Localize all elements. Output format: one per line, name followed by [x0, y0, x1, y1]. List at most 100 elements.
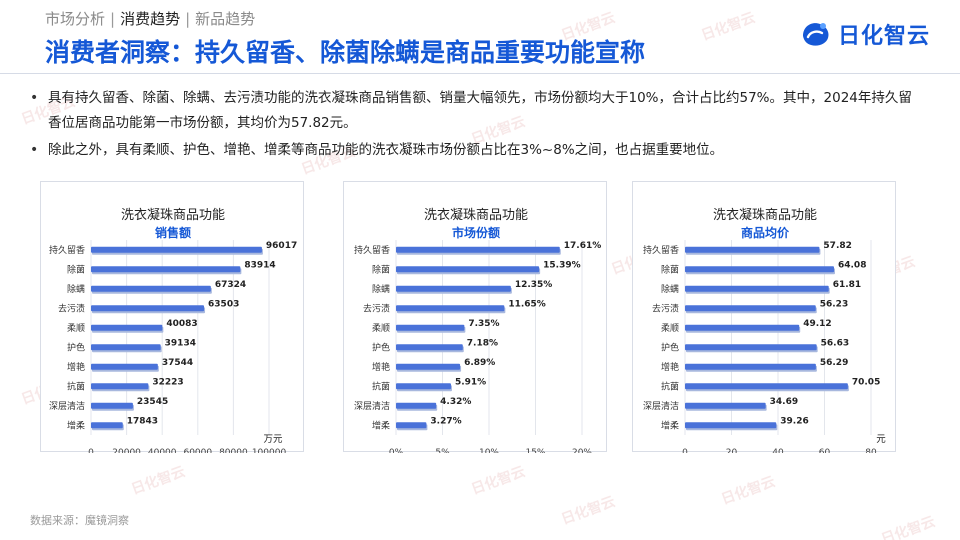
bar	[685, 422, 777, 429]
x-tick-label: 100000	[252, 448, 287, 453]
category-label: 去污渍	[652, 302, 679, 314]
breadcrumb-item-consumer-trend[interactable]: 消费趋势	[120, 10, 181, 28]
value-label: 39.26	[780, 416, 808, 426]
category-label: 持久留香	[354, 244, 390, 256]
value-label: 32223	[152, 377, 183, 387]
x-tick-label: 0	[88, 448, 94, 453]
chart-title: 洗衣凝珠商品功能	[713, 207, 817, 223]
bar	[685, 344, 817, 351]
value-label: 67324	[215, 280, 246, 290]
x-tick-label: 0%	[389, 448, 404, 453]
value-label: 17843	[127, 416, 158, 426]
category-label: 除螨	[67, 283, 85, 295]
breadcrumb-item-new-product-trend[interactable]: 新品趋势	[195, 10, 256, 28]
header-divider	[0, 73, 960, 74]
x-tick-label: 40	[772, 448, 784, 453]
bar	[91, 246, 262, 253]
category-label: 除菌	[67, 263, 85, 275]
value-label: 23545	[137, 397, 168, 407]
bar	[396, 266, 540, 273]
chart-subtitle: 商品均价	[741, 225, 790, 240]
bar	[91, 344, 161, 351]
value-label: 61.81	[833, 280, 861, 290]
bullet-dot: •	[30, 142, 39, 158]
bar	[685, 363, 816, 370]
bar	[91, 285, 211, 292]
category-label: 增艳	[67, 361, 85, 373]
watermark: 日化智云	[469, 463, 528, 499]
x-tick-label: 60	[819, 448, 831, 453]
value-label: 37544	[162, 358, 193, 368]
value-label: 56.23	[820, 299, 848, 309]
value-label: 15.39%	[543, 260, 581, 270]
category-label: 护色	[67, 341, 85, 353]
value-label: 56.63	[821, 338, 849, 348]
x-tick-label: 20	[726, 448, 738, 453]
page-title: 消费者洞察：持久留香、除菌除螨是商品重要功能宣称	[45, 38, 646, 67]
watermark: 日化智云	[879, 513, 938, 540]
bar	[91, 324, 163, 331]
bar	[396, 363, 461, 370]
value-label: 6.89%	[464, 358, 495, 368]
bar	[396, 246, 560, 253]
chart-title: 洗衣凝珠商品功能	[424, 207, 528, 223]
x-tick-label: 80	[865, 448, 877, 453]
value-label: 3.27%	[430, 416, 461, 426]
breadcrumb-separator: |	[185, 9, 191, 28]
chart-panel-price: 洗衣凝珠商品功能 商品均价 0 20 40 60 80 持久留香 57.82 除菌 64.08 除螨 6…	[632, 181, 896, 453]
category-label: 去污渍	[363, 302, 390, 314]
value-label: 96017	[266, 241, 297, 251]
bar	[685, 324, 800, 331]
category-label: 柔顺	[67, 323, 85, 334]
bar	[685, 266, 834, 273]
value-label: 17.61%	[564, 241, 602, 251]
category-label: 增柔	[67, 419, 85, 431]
logo-mark-icon	[802, 23, 829, 46]
bar	[396, 285, 511, 292]
x-tick-label: 80000	[219, 448, 248, 453]
value-label: 56.29	[820, 358, 848, 368]
bar	[91, 383, 149, 390]
value-label: 49.12	[803, 319, 831, 329]
bar	[396, 383, 451, 390]
x-tick-label: 20000	[112, 448, 141, 453]
logo-text: 日化智云	[837, 24, 930, 49]
unit-label: 万元	[263, 434, 283, 445]
category-label: 除螨	[372, 283, 390, 295]
category-label: 抗菌	[67, 380, 85, 392]
bullet-item: • 除此之外，具有柔顺、护色、增艳、增柔等商品功能的洗衣凝珠市场份额占比在3%~…	[30, 138, 920, 163]
watermark: 日化智云	[129, 463, 188, 499]
breadcrumb-item-market-analysis[interactable]: 市场分析	[45, 10, 106, 28]
category-label: 去污渍	[58, 302, 85, 314]
category-label: 柔顺	[661, 323, 679, 334]
x-tick-label: 0	[682, 448, 688, 453]
x-tick-label: 60000	[183, 448, 212, 453]
category-label: 护色	[372, 341, 390, 353]
bar	[685, 402, 766, 409]
category-label: 增柔	[372, 419, 390, 431]
category-label: 除菌	[372, 263, 390, 275]
category-label: 持久留香	[643, 244, 679, 256]
chart-title: 洗衣凝珠商品功能	[121, 207, 225, 223]
bar	[685, 246, 820, 253]
x-tick-label: 20%	[572, 448, 592, 453]
bar	[91, 305, 205, 312]
unit-label: 元	[876, 434, 886, 445]
category-label: 深层清洁	[49, 400, 85, 412]
chart-subtitle: 市场份额	[452, 225, 500, 240]
bar	[396, 305, 505, 312]
value-label: 63503	[208, 299, 239, 309]
x-tick-label: 5%	[435, 448, 450, 453]
bar	[91, 402, 133, 409]
value-label: 7.35%	[468, 319, 499, 329]
data-source-note: 数据来源：魔镜洞察	[30, 514, 129, 527]
value-label: 4.32%	[440, 397, 471, 407]
category-label: 柔顺	[372, 323, 390, 334]
category-label: 深层清洁	[354, 400, 390, 412]
x-tick-label: 40000	[148, 448, 177, 453]
category-label: 除菌	[661, 263, 679, 275]
bar	[396, 324, 465, 331]
bar	[91, 363, 158, 370]
